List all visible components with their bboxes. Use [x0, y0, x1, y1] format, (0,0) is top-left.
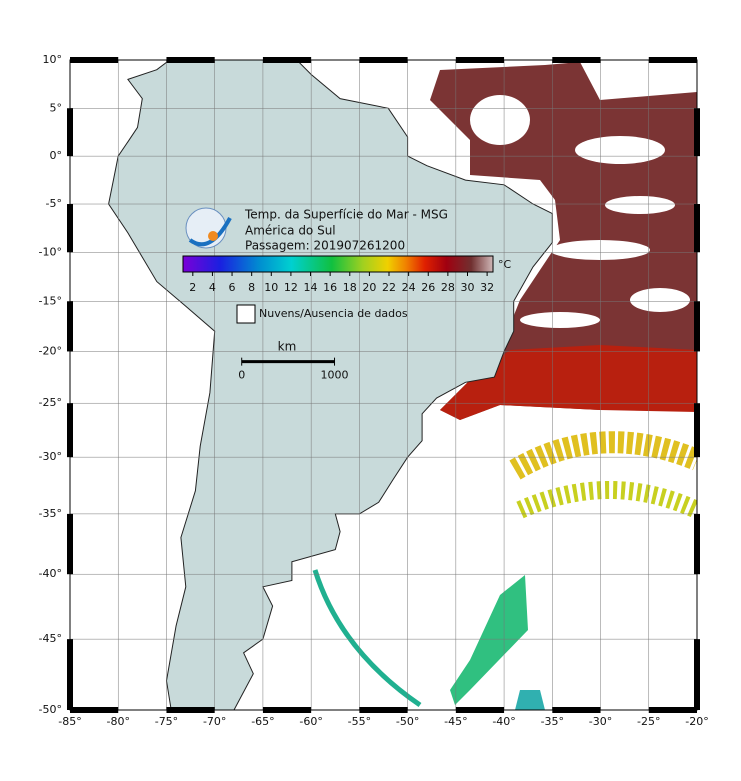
frame-bar [67, 204, 73, 253]
frame-bar [166, 57, 215, 63]
cold-patch [450, 575, 528, 705]
sst-field [312, 62, 697, 710]
frame-bar [70, 707, 119, 713]
x-tick-label: -50° [396, 715, 419, 728]
colorbar-tick-label: 20 [362, 281, 376, 294]
colorbar-tick-label: 12 [284, 281, 298, 294]
x-tick-label: -70° [203, 715, 226, 728]
legend-swatch [236, 304, 256, 324]
colorbar-tick-label: 16 [323, 281, 337, 294]
title-line: América do Sul [245, 224, 336, 238]
frame-bar [70, 57, 119, 63]
logo [185, 207, 232, 249]
x-tick-label: -20° [685, 715, 708, 728]
y-tick-label: -50° [39, 703, 62, 716]
y-tick-label: -20° [39, 344, 62, 357]
frame-bar [262, 707, 312, 713]
y-tick-label: -5° [46, 197, 62, 210]
y-tick-label: 5° [50, 101, 63, 114]
frame-bar [694, 639, 700, 710]
frame-bar [455, 707, 505, 713]
frame-bar [359, 707, 408, 713]
y-tick-label: -15° [39, 294, 62, 307]
x-tick-label: -40° [492, 715, 515, 728]
title-line: Passagem: 201907261200 [245, 239, 405, 253]
y-tick-label: 0° [50, 149, 63, 162]
colorbar-unit: °C [498, 258, 512, 271]
cool-arc-2 [516, 481, 697, 519]
y-tick-label: -10° [39, 245, 62, 258]
frame-bar [67, 639, 73, 710]
x-tick-label: -80° [106, 715, 129, 728]
frame-bar [67, 403, 73, 458]
frame-bar [694, 204, 700, 253]
cold-strip [312, 569, 422, 708]
colorbar-tick-label: 10 [264, 281, 278, 294]
x-tick-label: -75° [155, 715, 178, 728]
x-tick-label: -60° [299, 715, 322, 728]
scale-label: 0 [238, 369, 245, 382]
frame-bar [359, 57, 408, 63]
x-tick-label: -35° [541, 715, 564, 728]
frame-bar [694, 513, 700, 575]
x-tick-label: -55° [348, 715, 371, 728]
colorbar-tick-label: 26 [421, 281, 435, 294]
legend-label: Nuvens/Ausencia de dados [259, 307, 408, 320]
frame-bar [694, 108, 700, 157]
y-tick-label: -45° [39, 632, 62, 645]
colorbar-tick-label: 30 [460, 281, 474, 294]
colorbar-tick-label: 18 [343, 281, 357, 294]
colorbar-tick-label: 6 [229, 281, 236, 294]
x-tick-label: -85° [58, 715, 81, 728]
frame-bar [67, 301, 73, 352]
colorbar [182, 255, 494, 273]
title-line: Temp. da Superfície do Mar - MSG [244, 208, 448, 222]
scale-unit: km [278, 340, 297, 354]
colorbar-tick-label: 4 [209, 281, 216, 294]
frame-bar [648, 707, 697, 713]
colorbar-tick-label: 32 [480, 281, 494, 294]
colorbar-tick-label: 22 [382, 281, 396, 294]
scale-label: 1000 [321, 369, 349, 382]
colorbar-tick-label: 24 [402, 281, 416, 294]
frame-bar [648, 57, 697, 63]
x-tick-label: -30° [589, 715, 612, 728]
frame-bar [552, 707, 601, 713]
y-tick-label: -25° [39, 396, 62, 409]
colorbar-tick-label: 8 [248, 281, 255, 294]
colorbar-tick-label: 28 [441, 281, 455, 294]
frame-bar [694, 403, 700, 458]
frame-bar [552, 57, 601, 63]
cool-arc [509, 431, 697, 480]
x-tick-label: -25° [637, 715, 660, 728]
cold-patch-2 [515, 690, 545, 710]
frame-bar [455, 57, 505, 63]
frame-bar [694, 301, 700, 352]
frame-bar [166, 707, 215, 713]
y-tick-label: -30° [39, 450, 62, 463]
colorbar-tick-label: 2 [189, 281, 196, 294]
frame-bar [262, 57, 312, 63]
frame-bar [67, 513, 73, 575]
y-tick-label: 10° [43, 53, 63, 66]
frame-bar [67, 108, 73, 157]
colorbar-tick-label: 14 [304, 281, 318, 294]
x-tick-label: -45° [444, 715, 467, 728]
x-tick-label: -65° [251, 715, 274, 728]
y-tick-label: -40° [39, 567, 62, 580]
y-tick-label: -35° [39, 507, 62, 520]
